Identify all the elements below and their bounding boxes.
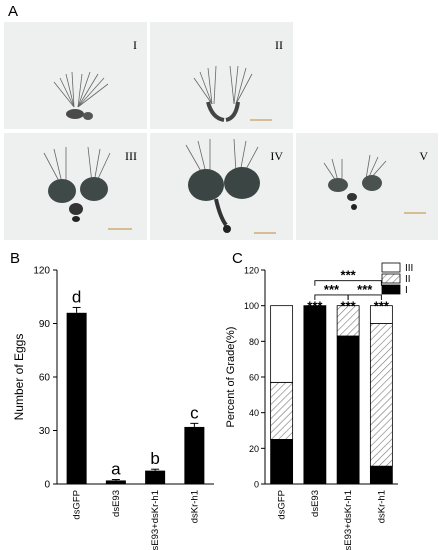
micrograph-3: III <box>4 133 147 240</box>
bar <box>145 470 166 484</box>
x-tick-label: dsGFP <box>72 490 83 520</box>
chart-b: 0 30 60 90 120 Number of Eggs d dsGFP a dsE93 b dsE… <box>12 266 214 550</box>
significance-stars: *** <box>374 299 390 314</box>
y-tick-label: 20 <box>249 444 259 454</box>
legend-swatch <box>381 273 401 284</box>
micrograph-5: V <box>296 133 438 240</box>
stacked-bar-segment <box>270 381 294 440</box>
micrograph-2: II <box>150 22 293 129</box>
y-tick-label: 100 <box>244 301 259 311</box>
x-tick-label: dsE93 <box>310 490 321 517</box>
legend-label: III <box>405 263 413 274</box>
significance-stars: *** <box>341 268 357 283</box>
x-tick-label: dsE93+dsKr-h1 <box>150 490 161 550</box>
y-tick-label: 120 <box>244 266 259 276</box>
y-tick-label: 80 <box>249 337 259 347</box>
x-tick-label: dsKr-h1 <box>376 490 387 523</box>
significance-letter: b <box>150 449 159 468</box>
y-tick-label: 30 <box>39 426 51 437</box>
y-tick-label: 0 <box>254 480 259 490</box>
y-tick-label: 60 <box>39 373 51 384</box>
x-tick-label: dsKr-h1 <box>189 490 200 523</box>
y-tick-label: 0 <box>44 480 50 491</box>
stacked-bar-segment <box>270 439 294 485</box>
ovary-drawing-4 <box>185 138 276 234</box>
legend-swatch <box>381 262 401 273</box>
image-label-i: I <box>133 38 137 52</box>
significance-stars: *** <box>307 299 323 314</box>
image-label-iii: III <box>125 149 137 163</box>
bar <box>184 426 205 484</box>
y-tick-label: 120 <box>33 266 50 277</box>
legend-label: II <box>405 274 411 285</box>
significance-stars: *** <box>357 282 373 297</box>
ovary-drawing-3 <box>43 146 132 230</box>
panel-b-letter: B <box>10 250 21 267</box>
legend-swatch <box>381 284 401 295</box>
stacked-bar-segment <box>369 305 393 324</box>
legend-label: I <box>405 285 408 296</box>
panel-c-letter: C <box>232 250 243 267</box>
significance-letter: c <box>190 403 199 422</box>
y-axis-label: Percent of Grade(%) <box>225 327 237 428</box>
significance-bracket <box>314 280 382 286</box>
panel-a-letter: A <box>8 3 19 20</box>
significance-letter: d <box>72 287 81 306</box>
micrograph-4: IV <box>150 133 293 240</box>
stacked-bar-segment <box>303 305 327 485</box>
y-axis-label: Number of Eggs <box>12 334 26 421</box>
significance-stars: *** <box>324 282 340 297</box>
significance-letter: a <box>111 460 121 479</box>
micrograph-1: I <box>4 22 147 129</box>
significance-bracket <box>347 294 382 300</box>
bar <box>105 480 126 484</box>
x-tick-label: dsGFP <box>277 490 288 520</box>
ovary-drawing-5 <box>323 154 426 214</box>
y-tick-label: 90 <box>39 319 51 330</box>
y-tick-label: 40 <box>249 408 259 418</box>
stacked-bar-segment <box>336 305 360 337</box>
stacked-bar-segment <box>270 305 294 383</box>
image-label-ii: II <box>275 38 283 52</box>
ovary-drawing-2 <box>193 65 272 122</box>
stacked-bar-segment <box>336 335 360 485</box>
image-label-iv: IV <box>270 149 283 163</box>
image-label-v: V <box>419 149 428 163</box>
stacked-bar-segment <box>369 323 393 467</box>
bar <box>66 312 87 484</box>
ovary-drawing-1 <box>53 71 109 120</box>
significance-stars: *** <box>341 299 357 314</box>
x-tick-label: dsE93 <box>111 490 122 517</box>
chart-c: 0 20 40 60 80 100 120 Percent of Grade(%) dsGFP d… <box>225 262 413 550</box>
x-tick-label: dsE93+dsKr-h1 <box>343 490 354 550</box>
y-tick-label: 60 <box>249 373 259 383</box>
stacked-bar-segment <box>369 465 393 485</box>
